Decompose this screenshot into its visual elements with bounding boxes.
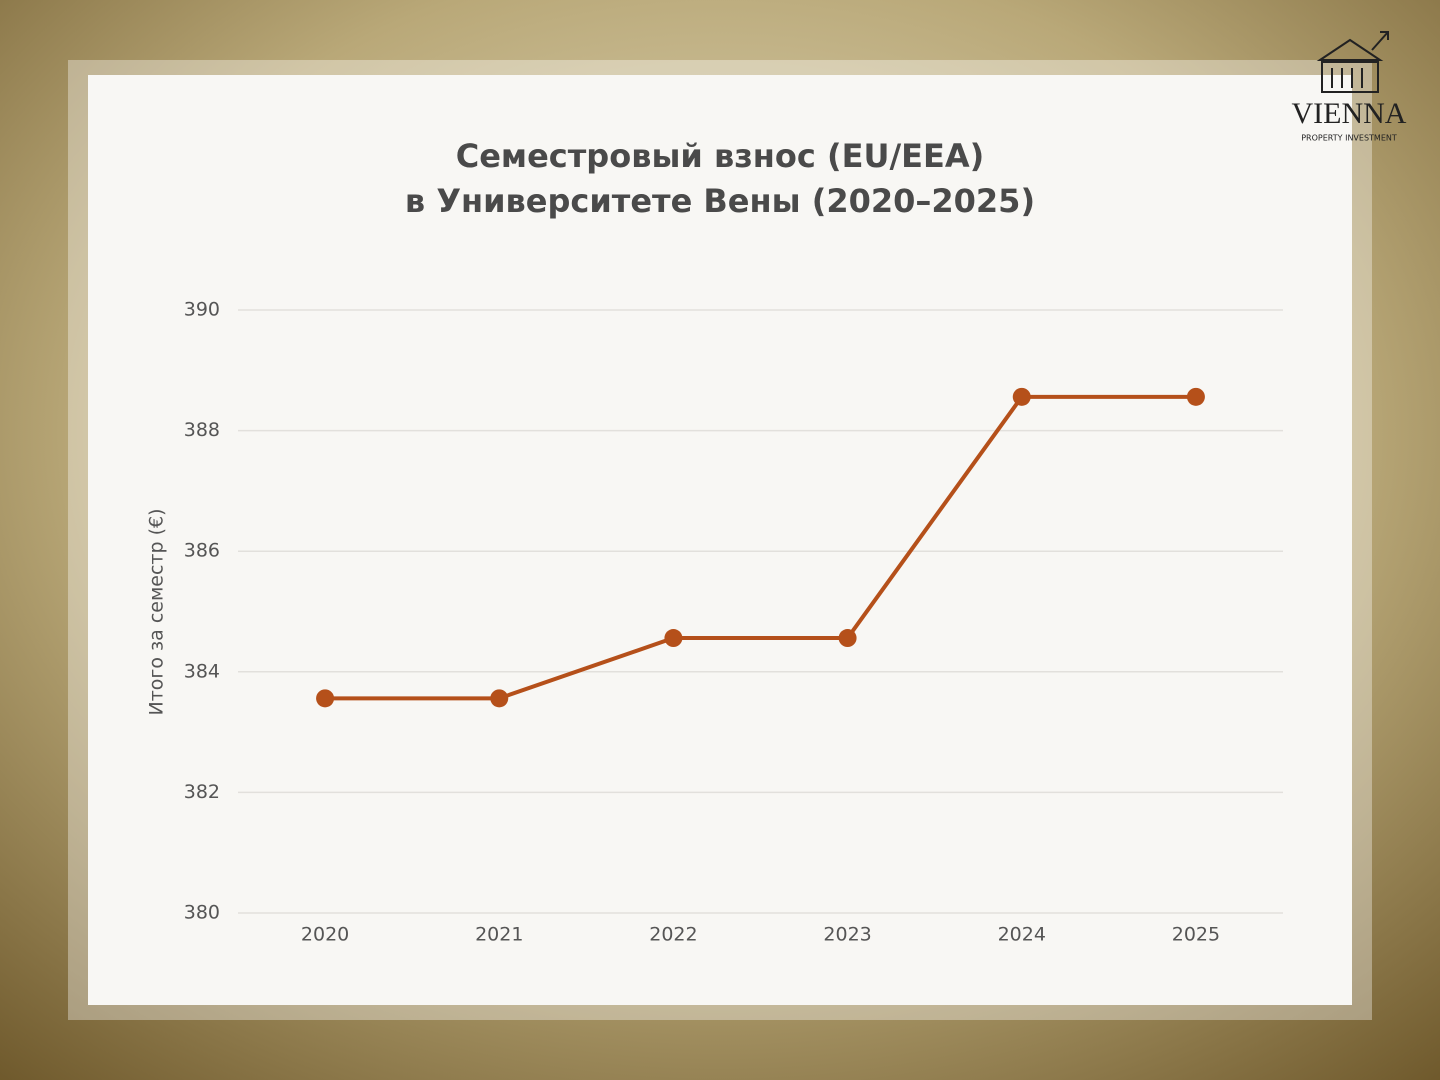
logo-name: VIENNA <box>1292 97 1407 130</box>
point <box>1186 387 1205 406</box>
y-tick-label: 384 <box>184 660 220 682</box>
point <box>838 629 857 648</box>
y-tick-label: 390 <box>184 299 220 321</box>
x-tick-label: 2024 <box>998 924 1046 946</box>
point <box>490 689 509 708</box>
x-tick-label: 2022 <box>649 924 697 946</box>
chart-title: Семестровый взнос (EU/EEA) <box>456 137 985 175</box>
x-tick-label: 2020 <box>301 924 349 946</box>
y-tick-label: 386 <box>184 540 220 562</box>
point <box>1012 387 1031 406</box>
y-tick-label: 380 <box>184 902 220 924</box>
point <box>316 689 335 708</box>
line <box>325 394 1196 701</box>
x-tick-label: 2025 <box>1172 924 1220 946</box>
point <box>664 629 683 648</box>
logo-tagline: PROPERTY INVESTMENT <box>1301 134 1397 143</box>
y-tick-label: 388 <box>184 419 220 441</box>
y-tick-label: 382 <box>184 781 220 803</box>
x-tick-label: 2021 <box>475 924 523 946</box>
y-axis-label: Итого за семестр (€) <box>146 508 168 715</box>
logo <box>1316 31 1389 93</box>
panel <box>88 75 1352 1005</box>
chart-title: в Университете Вены (2020–2025) <box>405 182 1035 220</box>
x-tick-label: 2023 <box>823 924 871 946</box>
